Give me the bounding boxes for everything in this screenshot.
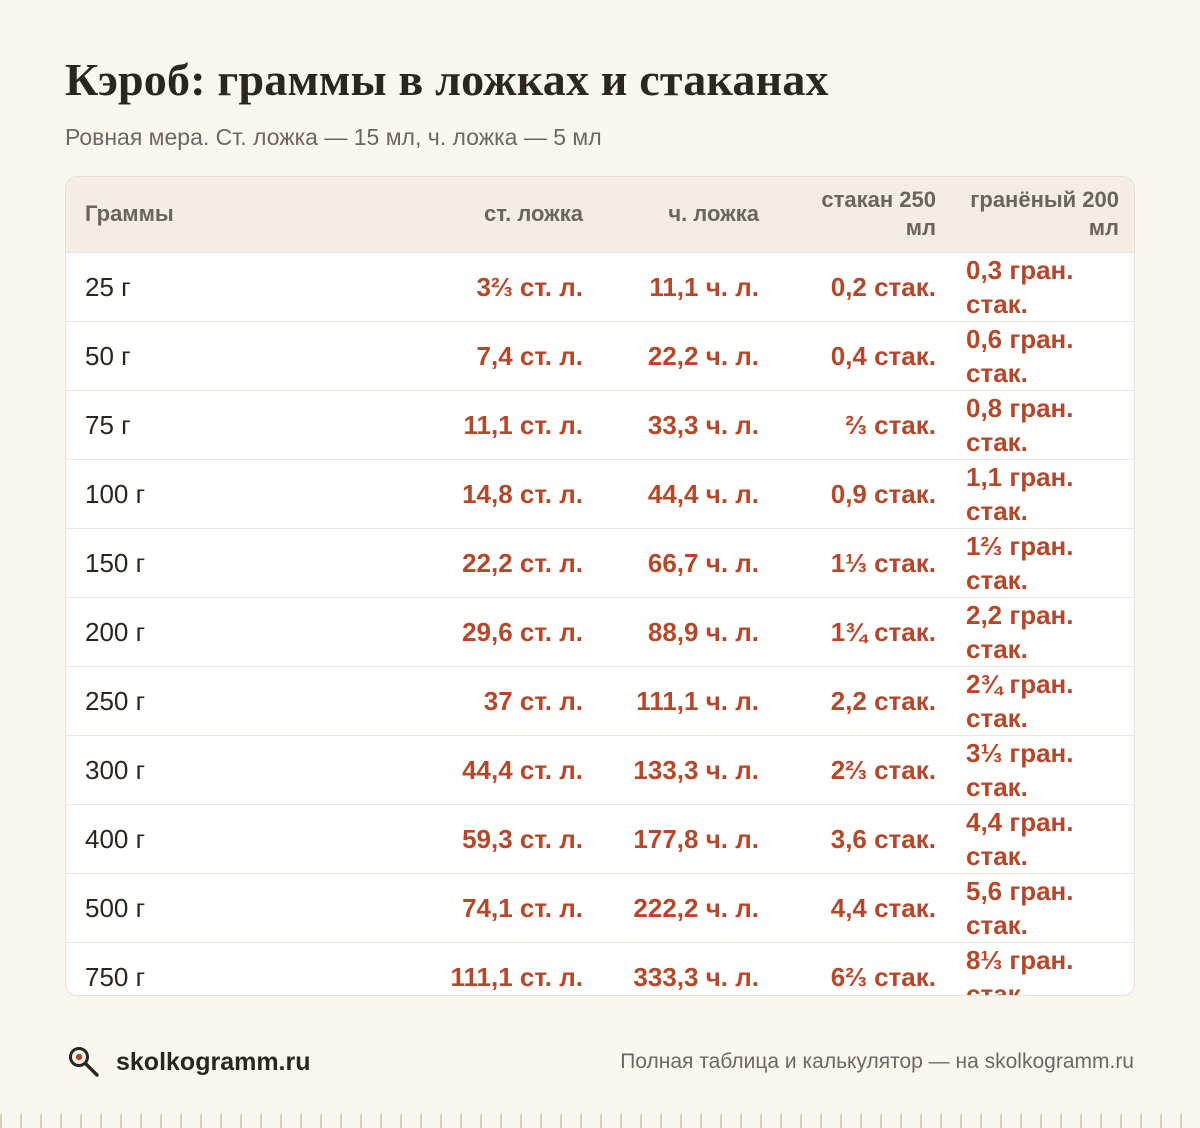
cell-cup-250: 0,9 стак. — [779, 458, 956, 528]
header-grams: Граммы — [66, 177, 427, 253]
cell-tablespoon: 74,1 ст. л. — [427, 872, 603, 942]
cell-faceted-glass-200: 3⅓ гран. стак. — [956, 734, 1134, 804]
cell-cup-250: 4,4 стак. — [779, 872, 956, 942]
cell-tablespoon: 111,1 ст. л. — [427, 941, 603, 995]
page-title: Кэроб: граммы в ложках и стаканах — [65, 54, 829, 105]
cell-teaspoon: 44,4 ч. л. — [603, 458, 779, 528]
cell-faceted-glass-200: 0,8 гран. стак. — [956, 389, 1134, 459]
cell-grams: 500 г — [66, 872, 427, 942]
ruler-decoration — [0, 1108, 1200, 1128]
cell-cup-250: 1¾ стак. — [779, 596, 956, 666]
table-row: 500 г 74,1 ст. л. 222,2 ч. л. 4,4 стак. 5,6 … — [66, 872, 1134, 942]
cell-faceted-glass-200: 2¾ гран. стак. — [956, 665, 1134, 735]
cell-cup-250: 2⅔ стак. — [779, 734, 956, 804]
cell-tablespoon: 11,1 ст. л. — [427, 389, 603, 459]
magnifier-icon — [69, 1047, 99, 1077]
cell-faceted-glass-200: 1,1 гран. стак. — [956, 458, 1134, 528]
cell-teaspoon: 88,9 ч. л. — [603, 596, 779, 666]
conversion-table: Граммы ст. ложка ч. ложка стакан 250 мл … — [66, 177, 1134, 995]
table-row: 250 г 37 ст. л. 111,1 ч. л. 2,2 стак. 2¾ гра… — [66, 665, 1134, 735]
brand-name: skolkogramm.ru — [116, 1047, 311, 1076]
cell-tablespoon: 37 ст. л. — [427, 665, 603, 735]
cell-tablespoon: 14,8 ст. л. — [427, 458, 603, 528]
cell-teaspoon: 11,1 ч. л. — [649, 271, 759, 302]
page-subtitle: Ровная мера. Ст. ложка — 15 мл, ч. ложка… — [65, 124, 602, 150]
cell-tablespoon: 59,3 ст. л. — [427, 803, 603, 873]
cell-cup-250: ⅔ стак. — [779, 389, 956, 459]
cell-teaspoon: 177,8 ч. л. — [603, 803, 779, 873]
cell-tablespoon: 29,6 ст. л. — [427, 596, 603, 666]
cell-cup-250: 2,2 стак. — [779, 665, 956, 735]
table-row: 750 г 111,1 ст. л. 333,3 ч. л. 6⅔ стак. 8⅓ г… — [66, 941, 1134, 995]
cell-grams: 25 г — [85, 271, 131, 302]
conversion-table-card: Граммы ст. ложка ч. ложка стакан 250 мл … — [65, 176, 1135, 996]
cell-grams: 75 г — [66, 389, 427, 459]
cell-teaspoon: 66,7 ч. л. — [603, 527, 779, 597]
cell-cup-250: 0,4 стак. — [779, 320, 956, 390]
table-row: 200 г 29,6 ст. л. 88,9 ч. л. 1¾ стак. 2,2 гр… — [66, 596, 1134, 666]
table-row: 150 г 22,2 ст. л. 66,7 ч. л. 1⅓ стак. 1⅔ гра… — [66, 527, 1134, 597]
cell-teaspoon: 133,3 ч. л. — [603, 734, 779, 804]
cell-teaspoon: 222,2 ч. л. — [603, 872, 779, 942]
cell-faceted-glass-200: 1⅔ гран. стак. — [956, 527, 1134, 597]
cell-faceted-glass-200: 2,2 гран. стак. — [956, 596, 1134, 666]
cell-grams: 300 г — [66, 734, 427, 804]
cell-tablespoon: 22,2 ст. л. — [427, 527, 603, 597]
cell-teaspoon: 33,3 ч. л. — [603, 389, 779, 459]
cell-grams: 400 г — [66, 803, 427, 873]
table-body: 25 г 3⅔ ст. л. 11,1 ч. л. 0,2 стак. 0,3 гран… — [66, 252, 1134, 995]
cell-faceted-glass-200: 0,6 гран. стак. — [956, 320, 1134, 390]
cell-grams: 50 г — [66, 320, 427, 390]
cell-faceted-glass-200: 5,6 гран. стак. — [956, 872, 1134, 942]
table-row: 25 г 3⅔ ст. л. 11,1 ч. л. 0,2 стак. 0,3 гран… — [66, 252, 1134, 321]
cell-faceted-glass-200: 8⅓ гран. стак. — [956, 941, 1134, 995]
table-row: 100 г 14,8 ст. л. 44,4 ч. л. 0,9 стак. 1,1 г… — [66, 458, 1134, 528]
cell-cup-250: 6⅔ стак. — [779, 941, 956, 995]
cell-grams: 200 г — [66, 596, 427, 666]
header-tablespoon: ст. ложка — [427, 177, 603, 253]
cell-cup-250: 0,2 стак. — [830, 271, 936, 302]
cell-teaspoon: 22,2 ч. л. — [603, 320, 779, 390]
table-row: 50 г 7,4 ст. л. 22,2 ч. л. 0,4 стак. 0,6 гра… — [66, 320, 1134, 390]
footer-note: Полная таблица и калькулятор — на skolko… — [620, 1050, 1134, 1073]
cell-teaspoon: 111,1 ч. л. — [603, 665, 779, 735]
cell-faceted-glass-200: 4,4 гран. стак. — [956, 803, 1134, 873]
cell-grams: 150 г — [66, 527, 427, 597]
header-faceted-glass-200: гранёный 200 мл — [956, 177, 1134, 253]
header-cup-250: стакан 250 мл — [779, 177, 956, 253]
cell-teaspoon: 333,3 ч. л. — [603, 941, 779, 995]
table-row: 400 г 59,3 ст. л. 177,8 ч. л. 3,6 стак. 4,4 … — [66, 803, 1134, 873]
cell-faceted-glass-200: 0,3 гран. стак. — [966, 254, 1074, 319]
table-row: 75 г 11,1 ст. л. 33,3 ч. л. ⅔ стак. 0,8 гран… — [66, 389, 1134, 459]
table-row: 300 г 44,4 ст. л. 133,3 ч. л. 2⅔ стак. 3⅓ гр… — [66, 734, 1134, 804]
table-header-row: Граммы ст. ложка ч. ложка стакан 250 мл … — [66, 177, 1134, 253]
cell-tablespoon: 7,4 ст. л. — [427, 320, 603, 390]
cell-grams: 750 г — [66, 941, 427, 995]
footer-brand[interactable]: skolkogramm.ru — [66, 1044, 311, 1080]
header-teaspoon: ч. ложка — [603, 177, 779, 253]
cell-grams: 100 г — [66, 458, 427, 528]
cell-tablespoon: 44,4 ст. л. — [427, 734, 603, 804]
cell-tablespoon: 3⅔ ст. л. — [476, 271, 583, 302]
cell-cup-250: 1⅓ стак. — [779, 527, 956, 597]
cell-cup-250: 3,6 стак. — [779, 803, 956, 873]
cell-grams: 250 г — [66, 665, 427, 735]
